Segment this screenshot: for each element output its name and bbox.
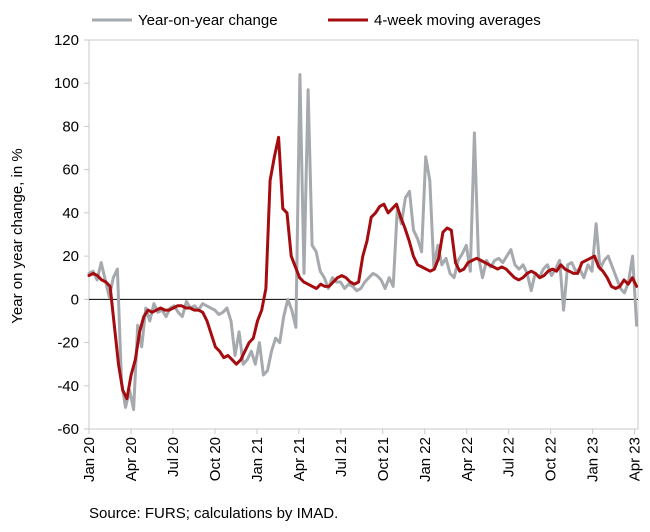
- y-tick-label: 20: [62, 248, 79, 265]
- x-tick-label: Apr 23: [627, 437, 644, 481]
- x-tick-label: Oct 21: [375, 437, 392, 481]
- x-tick-label: Jan 23: [585, 437, 602, 482]
- y-tick-label: 0: [71, 291, 79, 308]
- y-axis-title: Year on year change, in %: [9, 148, 26, 323]
- source-note: Source: FURS; calculations by IMAD.: [89, 505, 339, 522]
- y-tick-label: -60: [57, 421, 79, 438]
- x-tick-label: Apr 22: [459, 437, 476, 481]
- x-tick-label: Jan 22: [417, 437, 434, 482]
- x-tick-label: Jul 20: [165, 437, 182, 477]
- legend: Year-on-year change 4-week moving averag…: [92, 12, 541, 29]
- x-tick-label: Jul 22: [501, 437, 518, 477]
- legend-label-moving-average: 4-week moving averages: [374, 12, 541, 29]
- y-tick-label: 120: [54, 32, 79, 49]
- x-tick-label: Apr 20: [123, 437, 140, 481]
- x-tick-label: Jul 21: [333, 437, 350, 477]
- x-tick-label: Oct 20: [207, 437, 224, 481]
- plot-frame: [88, 39, 639, 430]
- x-tick-label: Apr 21: [291, 437, 308, 481]
- y-tick-label: 60: [62, 162, 79, 179]
- x-tick-label: Jan 20: [81, 437, 98, 482]
- series-line-year-on-year: [87, 73, 639, 412]
- y-tick-label: 80: [62, 118, 79, 135]
- legend-label-year-on-year: Year-on-year change: [138, 12, 278, 29]
- series-line-moving-average: [87, 135, 639, 401]
- x-tick-label: Jan 21: [249, 437, 266, 482]
- y-tick-label: -20: [57, 335, 79, 352]
- y-tick-label: 40: [62, 205, 79, 222]
- y-tick-label: -40: [57, 378, 79, 395]
- y-tick-label: 100: [54, 75, 79, 92]
- x-tick-label: Oct 22: [543, 437, 560, 481]
